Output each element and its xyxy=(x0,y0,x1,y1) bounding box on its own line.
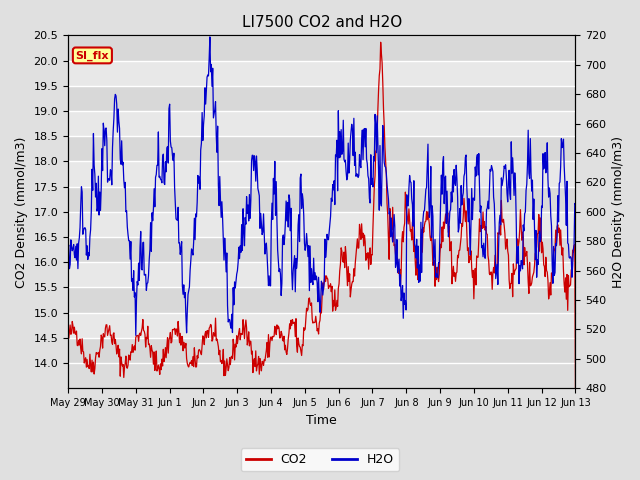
Bar xyxy=(68,86,575,111)
Bar xyxy=(68,111,575,136)
Bar xyxy=(68,338,575,363)
Bar xyxy=(68,212,575,237)
Bar xyxy=(68,262,575,288)
X-axis label: Time: Time xyxy=(307,414,337,427)
Text: SI_flx: SI_flx xyxy=(76,50,109,60)
Y-axis label: CO2 Density (mmol/m3): CO2 Density (mmol/m3) xyxy=(15,136,28,288)
Title: LI7500 CO2 and H2O: LI7500 CO2 and H2O xyxy=(242,15,402,30)
Bar xyxy=(68,312,575,338)
Bar xyxy=(68,288,575,312)
Bar xyxy=(68,187,575,212)
Bar xyxy=(68,161,575,187)
Bar xyxy=(68,60,575,86)
Bar xyxy=(68,136,575,161)
Y-axis label: H2O Density (mmol/m3): H2O Density (mmol/m3) xyxy=(612,136,625,288)
Legend: CO2, H2O: CO2, H2O xyxy=(241,448,399,471)
Bar xyxy=(68,36,575,60)
Bar xyxy=(68,237,575,262)
